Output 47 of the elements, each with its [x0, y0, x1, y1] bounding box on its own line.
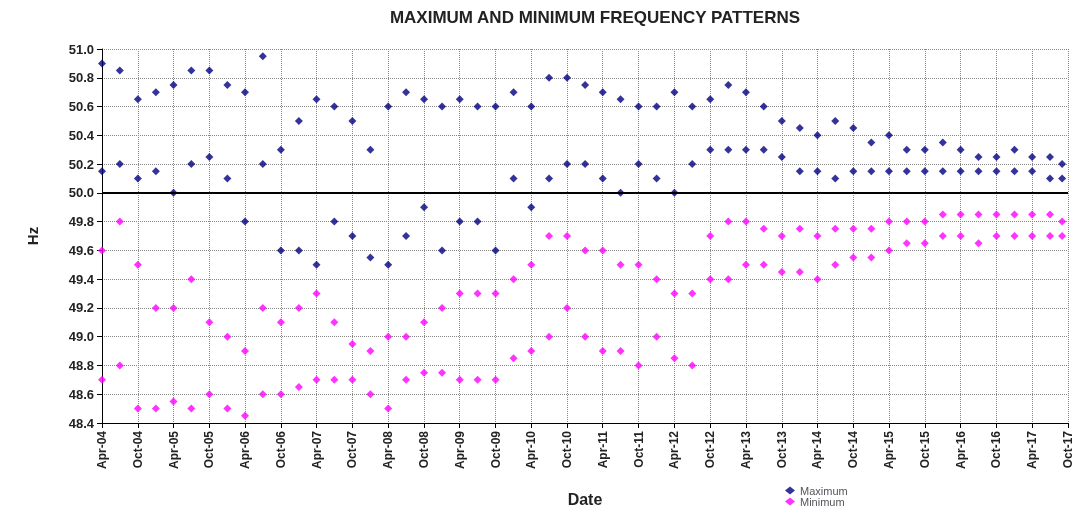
- x-tick-label: Oct-11: [631, 430, 646, 468]
- x-tick-label: Apr-06: [238, 430, 253, 470]
- y-tick-label: 49.8: [68, 214, 94, 230]
- y-tick-label: 48.6: [68, 386, 94, 402]
- x-tick-label: Oct-17: [1061, 430, 1075, 469]
- x-tick-label: Oct-06: [273, 430, 288, 469]
- x-tick-label: Apr-14: [810, 430, 825, 470]
- x-tick-label: Apr-13: [738, 430, 753, 470]
- y-tick-label: 48.4: [68, 415, 95, 431]
- y-tick-label: 49.6: [68, 242, 94, 258]
- y-tick-label: 49.0: [68, 329, 94, 345]
- x-tick-label: Apr-09: [452, 430, 467, 470]
- x-tick-label: Apr-08: [381, 430, 396, 470]
- x-tick-label: Apr-12: [667, 430, 682, 470]
- x-tick-label: Oct-04: [130, 430, 145, 469]
- x-tick-label: Oct-14: [846, 430, 861, 469]
- y-axis-title: Hz: [24, 226, 41, 246]
- x-tick-label: Apr-11: [595, 430, 610, 469]
- y-tick-label: 48.8: [68, 357, 94, 373]
- x-tick-label: Apr-05: [166, 430, 181, 470]
- y-tick-label: 50.6: [68, 99, 94, 115]
- x-tick-label: Oct-13: [774, 430, 789, 469]
- x-tick-label: Oct-10: [560, 430, 575, 469]
- x-tick-label: Oct-08: [417, 430, 432, 469]
- chart-title: MAXIMUM AND MINIMUM FREQUENCY PATTERNS: [389, 8, 801, 27]
- x-tick-label: Apr-10: [524, 430, 539, 470]
- x-tick-label: Apr-07: [309, 430, 324, 470]
- y-tick-label: 50.4: [68, 127, 95, 143]
- y-tick-label: 50.0: [68, 185, 94, 201]
- x-tick-label: Oct-09: [488, 430, 503, 469]
- y-tick-label: 50.2: [68, 156, 94, 172]
- x-tick-label: Oct-16: [989, 430, 1004, 469]
- legend-label: Maximum: [800, 484, 848, 497]
- y-tick-label: 49.4: [68, 271, 95, 287]
- x-tick-label: Oct-05: [202, 430, 217, 469]
- x-tick-label: Apr-16: [953, 430, 968, 470]
- x-tick-label: Apr-17: [1025, 430, 1040, 470]
- x-tick-label: Oct-07: [345, 430, 360, 469]
- y-tick-label: 51.0: [68, 41, 94, 57]
- x-tick-label: Apr-15: [881, 430, 896, 470]
- legend-label: Minimum: [800, 495, 845, 508]
- y-tick-label: 50.8: [68, 70, 94, 86]
- x-tick-label: Oct-15: [917, 430, 932, 469]
- x-tick-label: Apr-04: [95, 430, 109, 470]
- x-axis-title: Date: [567, 490, 603, 508]
- y-tick-label: 49.2: [68, 300, 94, 316]
- x-tick-label: Oct-12: [703, 430, 718, 469]
